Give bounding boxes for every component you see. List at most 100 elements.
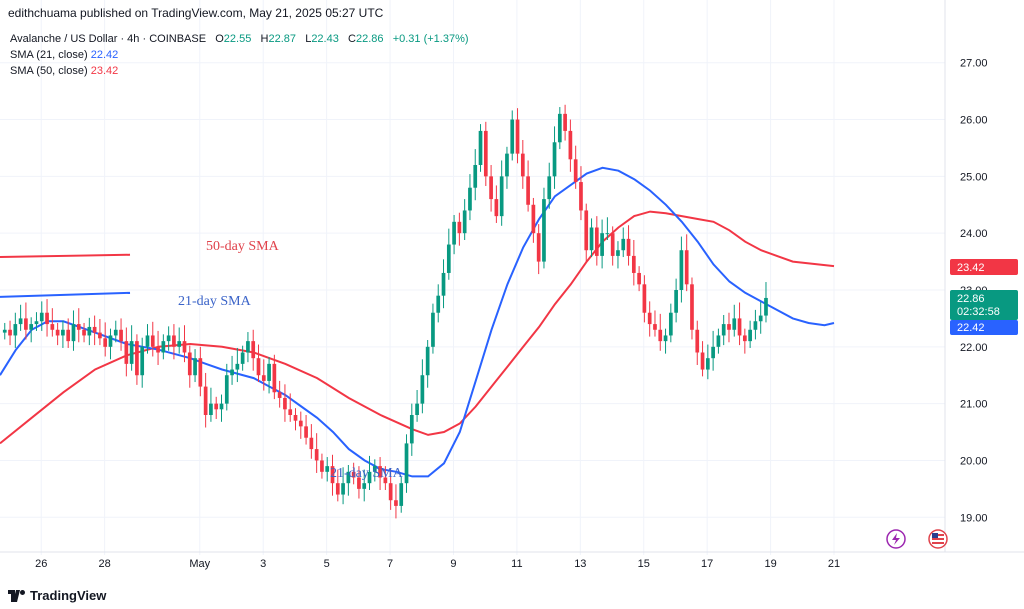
- candle-up[interactable]: [452, 215, 456, 255]
- candle-down[interactable]: [742, 328, 747, 354]
- candle-down[interactable]: [637, 266, 641, 292]
- candle-up[interactable]: [468, 174, 472, 221]
- candle-down[interactable]: [272, 354, 277, 400]
- candle-down[interactable]: [695, 320, 700, 365]
- candle-down[interactable]: [92, 315, 97, 346]
- candle-down[interactable]: [483, 121, 488, 187]
- candle-up[interactable]: [499, 160, 504, 226]
- candle-down[interactable]: [214, 396, 219, 419]
- candle-up[interactable]: [177, 327, 182, 354]
- candle-up[interactable]: [616, 241, 620, 269]
- candle-down[interactable]: [251, 329, 256, 371]
- candle-up[interactable]: [505, 146, 509, 189]
- candle-down[interactable]: [568, 119, 573, 172]
- candle-up[interactable]: [18, 304, 23, 331]
- candle-down[interactable]: [55, 322, 60, 346]
- candle-down[interactable]: [277, 380, 282, 408]
- candle-up[interactable]: [748, 320, 752, 348]
- candle-up[interactable]: [409, 403, 414, 456]
- price-axis[interactable]: 19.0020.0021.0022.0023.0024.0025.0026.00…: [944, 0, 988, 552]
- candle-down[interactable]: [24, 302, 28, 340]
- candle-up[interactable]: [71, 310, 76, 351]
- candle-up[interactable]: [431, 303, 435, 354]
- candle-down[interactable]: [658, 313, 663, 351]
- footer-brand[interactable]: TradingView: [8, 585, 106, 603]
- candle-down[interactable]: [536, 224, 541, 275]
- candle-down[interactable]: [309, 424, 314, 459]
- us-flag-event-icon[interactable]: [928, 529, 948, 549]
- candle-down[interactable]: [304, 415, 308, 445]
- candle-up[interactable]: [462, 199, 467, 240]
- candle-down[interactable]: [203, 372, 208, 428]
- candle-down[interactable]: [320, 453, 324, 479]
- candle-up[interactable]: [29, 317, 34, 343]
- candle-down[interactable]: [647, 301, 652, 337]
- candle-up[interactable]: [716, 328, 721, 354]
- candle-down[interactable]: [135, 334, 139, 385]
- candle-up[interactable]: [679, 236, 684, 303]
- candle-up[interactable]: [605, 217, 610, 240]
- candle-up[interactable]: [446, 228, 451, 280]
- candle-down[interactable]: [288, 393, 293, 422]
- candle-up[interactable]: [674, 278, 678, 323]
- candle-down[interactable]: [293, 408, 298, 431]
- candle-up[interactable]: [2, 322, 7, 340]
- candle-up[interactable]: [621, 227, 626, 258]
- candle-down[interactable]: [515, 108, 520, 164]
- candle-down[interactable]: [520, 140, 525, 189]
- candle-up[interactable]: [240, 345, 245, 371]
- candle-up[interactable]: [145, 324, 150, 354]
- candle-up[interactable]: [34, 312, 39, 331]
- candle-up[interactable]: [399, 476, 404, 513]
- candle-down[interactable]: [156, 330, 160, 365]
- candle-up[interactable]: [219, 394, 224, 422]
- candle-up[interactable]: [13, 312, 18, 348]
- candle-down[interactable]: [727, 312, 731, 343]
- candle-down[interactable]: [457, 212, 462, 246]
- candle-up[interactable]: [39, 301, 44, 331]
- candle-down[interactable]: [653, 310, 657, 337]
- candle-down[interactable]: [66, 318, 71, 348]
- candle-up[interactable]: [721, 315, 726, 346]
- candle-down[interactable]: [256, 344, 261, 383]
- candle-down[interactable]: [378, 457, 382, 490]
- candle-up[interactable]: [209, 387, 213, 422]
- candle-down[interactable]: [357, 466, 361, 499]
- candle-down[interactable]: [563, 104, 567, 141]
- candle-up[interactable]: [224, 363, 229, 411]
- candle-down[interactable]: [198, 346, 203, 397]
- candle-down[interactable]: [330, 454, 335, 496]
- candle-up[interactable]: [547, 162, 552, 209]
- candle-down[interactable]: [526, 160, 530, 212]
- candle-down[interactable]: [150, 321, 155, 357]
- candle-up[interactable]: [415, 390, 419, 422]
- symbol-title[interactable]: Avalanche / US Dollar · 4h · COINBASE: [10, 33, 207, 45]
- candle-down[interactable]: [298, 411, 303, 439]
- candle-up[interactable]: [87, 317, 92, 346]
- candle-up[interactable]: [108, 328, 113, 360]
- candle-up[interactable]: [758, 301, 763, 334]
- candle-up[interactable]: [473, 149, 478, 201]
- candle-up[interactable]: [753, 309, 758, 340]
- candle-up[interactable]: [510, 110, 515, 161]
- candle-up[interactable]: [362, 469, 367, 502]
- legend-sma50-row[interactable]: SMA (50, close) 23.42: [10, 63, 469, 79]
- candle-down[interactable]: [187, 345, 192, 388]
- candle-down[interactable]: [45, 299, 49, 337]
- candle-up[interactable]: [764, 282, 768, 323]
- candle-up[interactable]: [589, 218, 594, 258]
- candle-down[interactable]: [494, 185, 499, 223]
- candle-down[interactable]: [531, 197, 536, 243]
- candle-up[interactable]: [425, 340, 430, 388]
- candle-up[interactable]: [166, 326, 171, 351]
- candle-up[interactable]: [235, 347, 240, 383]
- candle-down[interactable]: [8, 320, 12, 346]
- candle-down[interactable]: [383, 466, 388, 490]
- candle-down[interactable]: [76, 308, 81, 343]
- candle-up[interactable]: [542, 187, 546, 269]
- candle-up[interactable]: [404, 434, 409, 493]
- candle-down[interactable]: [82, 322, 86, 343]
- candle-down[interactable]: [119, 318, 123, 351]
- candle-down[interactable]: [594, 216, 599, 266]
